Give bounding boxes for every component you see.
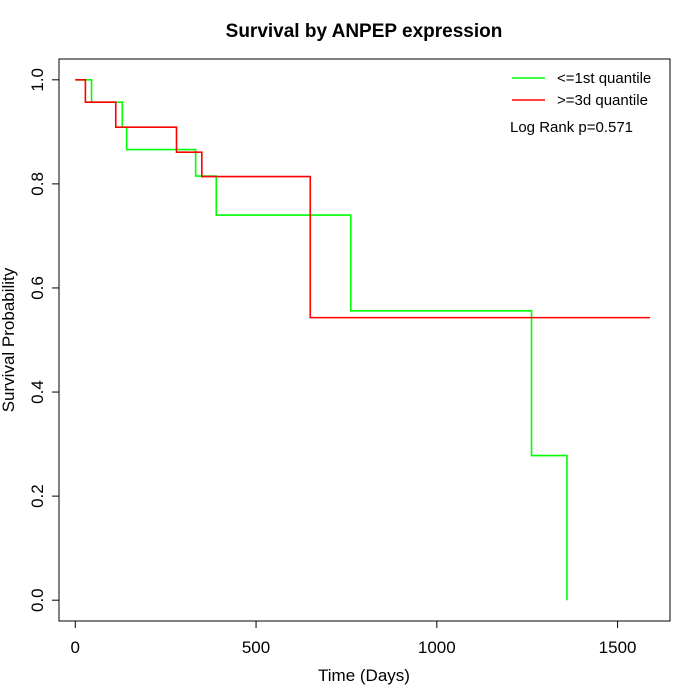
y-tick-label: 0.2 xyxy=(28,484,47,508)
chart-title: Survival by ANPEP expression xyxy=(226,21,503,42)
log-rank-annotation: Log Rank p=0.571 xyxy=(510,119,633,136)
x-tick-label: 1000 xyxy=(418,638,456,657)
plot-frame xyxy=(58,58,671,622)
legend-label-high: >=3d quantile xyxy=(557,92,648,109)
x-axis-label: Time (Days) xyxy=(318,666,410,685)
y-tick-label: 0.0 xyxy=(28,588,47,612)
y-tick-label: 0.8 xyxy=(28,172,47,196)
x-tick-label: 1500 xyxy=(599,638,637,657)
legend-label-low: <=1st quantile xyxy=(557,70,651,87)
y-tick-label: 0.6 xyxy=(28,276,47,300)
legend: <=1st quantile >=3d quantile Log Rank p=… xyxy=(510,70,651,136)
x-tick-label: 0 xyxy=(71,638,80,657)
x-axis: 0 500 1000 1500 xyxy=(71,620,637,657)
x-tick-label: 500 xyxy=(242,638,270,657)
series-layer xyxy=(75,79,651,601)
y-axis-label: Survival Probability xyxy=(0,267,18,412)
series-line-high-quantile xyxy=(75,79,651,319)
y-tick-label: 0.4 xyxy=(28,380,47,404)
series-line-low-quantile xyxy=(75,79,568,601)
y-axis: 0.0 0.2 0.4 0.6 0.8 1.0 xyxy=(28,68,60,612)
y-tick-label: 1.0 xyxy=(28,68,47,92)
